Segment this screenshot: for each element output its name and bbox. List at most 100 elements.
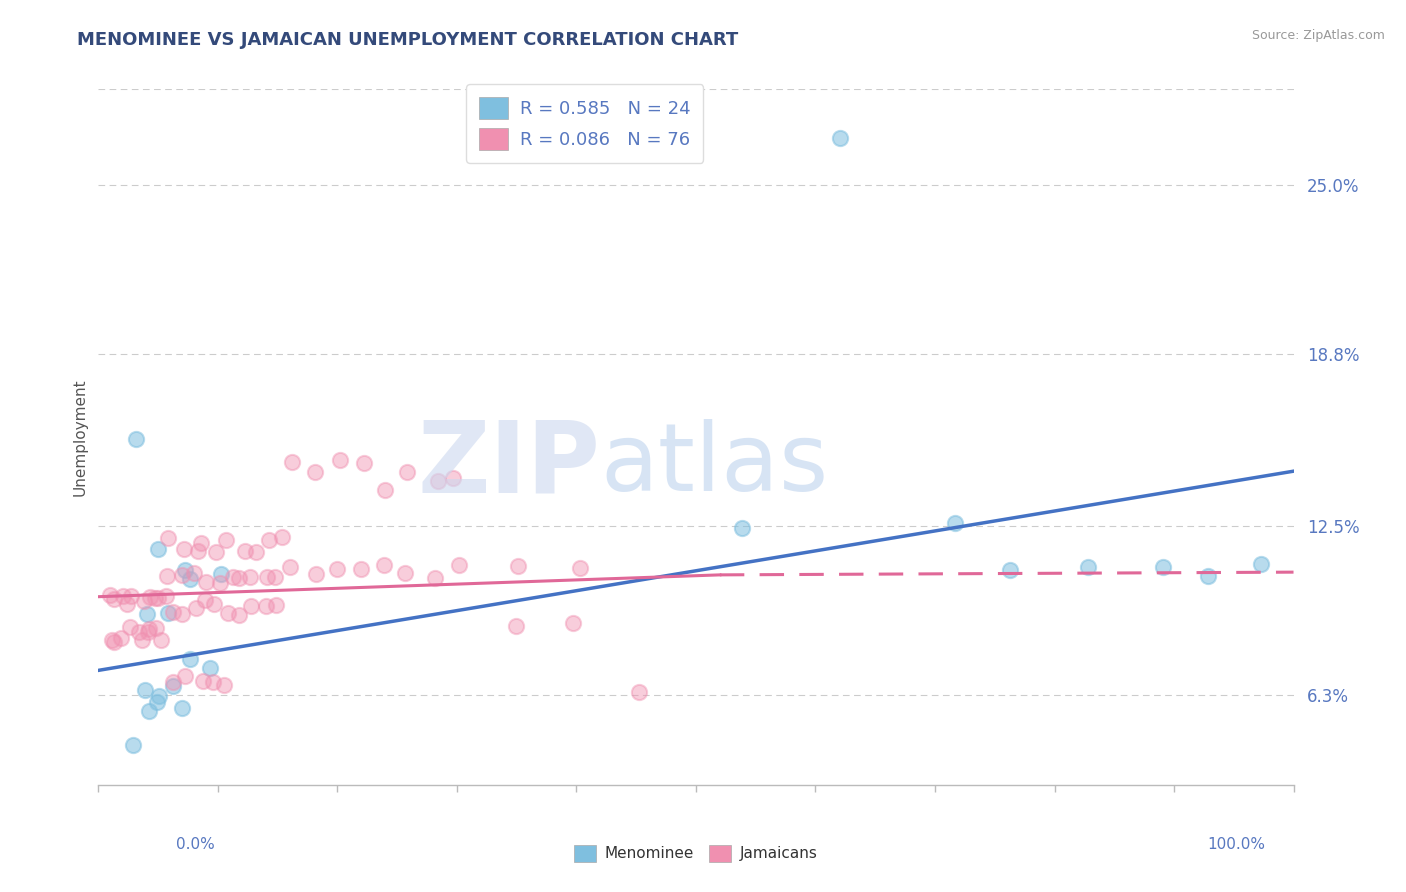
Point (138, 623, 160, 637)
Point (353, 456, 375, 470)
Point (101, 632, 124, 647)
Text: MENOMINEE VS JAMAICAN UNEMPLOYMENT CORRELATION CHART: MENOMINEE VS JAMAICAN UNEMPLOYMENT CORRE… (77, 31, 738, 49)
Point (373, 558, 395, 573)
Point (131, 633, 153, 648)
Point (136, 624, 159, 639)
Point (190, 535, 212, 549)
Point (425, 571, 447, 585)
Point (350, 562, 373, 576)
Point (174, 563, 197, 577)
Point (209, 566, 232, 581)
Point (222, 570, 245, 584)
Point (374, 483, 396, 497)
Point (135, 607, 157, 622)
Text: 0.0%: 0.0% (176, 838, 215, 852)
Point (156, 569, 179, 583)
Point (731, 521, 754, 535)
Legend: Menominee, Jamaicans: Menominee, Jamaicans (568, 838, 824, 868)
Text: 100.0%: 100.0% (1208, 838, 1265, 852)
Point (505, 619, 527, 633)
Point (134, 594, 156, 608)
Point (326, 562, 349, 576)
Point (115, 597, 138, 611)
Point (155, 589, 177, 603)
Point (179, 651, 201, 665)
Point (162, 679, 184, 693)
Point (254, 599, 277, 614)
Text: ZIP: ZIP (418, 417, 600, 514)
Point (146, 591, 169, 605)
Text: Source: ZipAtlas.com: Source: ZipAtlas.com (1251, 29, 1385, 42)
Point (120, 589, 142, 603)
Point (157, 531, 180, 545)
Point (217, 606, 239, 620)
Point (170, 700, 193, 714)
Point (139, 591, 162, 605)
Point (134, 682, 156, 697)
Point (1250, 558, 1272, 572)
Point (998, 563, 1021, 577)
Point (235, 543, 257, 558)
Point (562, 615, 585, 630)
Point (193, 674, 215, 689)
Point (173, 542, 195, 557)
Y-axis label: Unemployment: Unemployment (72, 378, 87, 496)
Point (146, 542, 169, 557)
Point (266, 598, 288, 612)
Point (205, 545, 228, 559)
Point (1152, 559, 1174, 574)
Point (441, 471, 464, 485)
Point (240, 599, 263, 614)
Point (98, 588, 121, 602)
Point (627, 684, 650, 698)
Point (157, 607, 180, 621)
Point (228, 607, 250, 622)
Point (506, 559, 529, 574)
Point (257, 533, 280, 547)
Point (449, 558, 471, 572)
Point (125, 432, 148, 446)
Point (278, 560, 301, 574)
Point (208, 576, 231, 591)
Point (149, 632, 172, 647)
Point (145, 621, 167, 635)
Point (1197, 569, 1219, 583)
Point (828, 130, 851, 145)
Point (569, 560, 592, 574)
Point (184, 600, 207, 615)
Point (162, 605, 184, 619)
Point (194, 593, 217, 607)
Point (304, 465, 326, 479)
Point (256, 570, 278, 584)
Point (128, 625, 150, 640)
Point (118, 620, 141, 634)
Point (394, 566, 416, 580)
Point (145, 591, 167, 605)
Point (162, 674, 184, 689)
Point (264, 570, 287, 584)
Point (146, 695, 169, 709)
Point (187, 543, 209, 558)
Point (103, 635, 125, 649)
Point (170, 607, 193, 622)
Point (110, 631, 132, 645)
Point (245, 544, 267, 558)
Text: atlas: atlas (600, 419, 828, 511)
Point (122, 738, 145, 752)
Point (138, 704, 160, 718)
Point (198, 660, 221, 674)
Point (305, 567, 328, 582)
Point (270, 530, 292, 544)
Point (202, 597, 225, 611)
Point (174, 669, 197, 683)
Point (170, 568, 193, 582)
Point (179, 572, 201, 586)
Point (943, 516, 966, 530)
Point (281, 455, 304, 469)
Point (395, 465, 418, 479)
Point (212, 678, 235, 692)
Point (103, 591, 125, 606)
Point (1077, 560, 1099, 574)
Point (426, 474, 449, 488)
Point (183, 566, 205, 581)
